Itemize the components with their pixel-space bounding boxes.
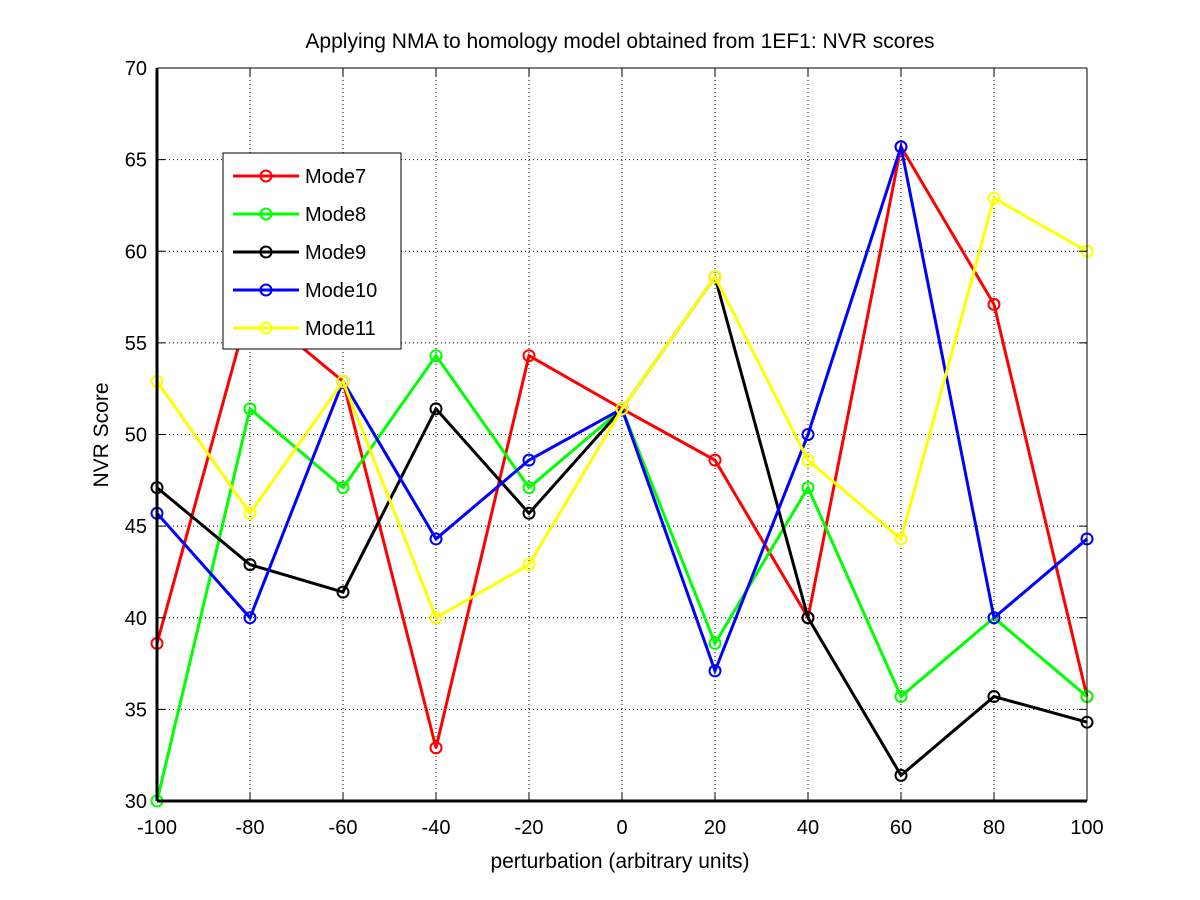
chart-title: Applying NMA to homology model obtained … (305, 30, 934, 53)
x-tick-label: 60 (890, 817, 912, 839)
data-point (429, 349, 443, 363)
y-tick-label: 50 (125, 425, 147, 447)
x-tick-label: -60 (329, 817, 358, 839)
y-tick-label: 35 (125, 699, 147, 721)
legend-label: Mode8 (305, 204, 366, 226)
series-line-mode11 (155, 195, 1088, 620)
y-tick-label: 30 (125, 791, 147, 813)
legend-label: Mode11 (305, 318, 376, 340)
data-point (522, 558, 536, 572)
data-point (708, 453, 722, 467)
data-point (987, 191, 1001, 205)
data-point (522, 453, 536, 467)
data-point (429, 741, 443, 755)
legend-item-mode11: Mode11 (233, 318, 376, 340)
legend: Mode7 Mode8 Mode9 Mode10 Mode11 (222, 152, 402, 350)
data-point (708, 270, 722, 284)
legend-label: Mode10 (305, 280, 377, 302)
data-point (987, 297, 1001, 311)
y-tick-label: 40 (125, 608, 147, 630)
y-axis-label: NVR Score (90, 382, 113, 487)
data-point (336, 481, 350, 495)
y-tick-label: 60 (125, 241, 147, 263)
data-point (429, 402, 443, 416)
x-tick-label: -20 (515, 817, 544, 839)
legend-swatch-marker (259, 245, 273, 259)
tick-labels: -100 -80 -60 -40 -20 0 20 40 60 80 100 30 35 40 45 50 55… (125, 58, 1104, 839)
x-tick-label: 20 (704, 817, 726, 839)
legend-item-mode9: Mode9 (233, 242, 366, 264)
data-point (801, 453, 815, 467)
data-point (801, 481, 815, 495)
data-point (987, 611, 1001, 625)
series-layer (150, 140, 1094, 808)
axes (155, 67, 1088, 803)
data-point (243, 402, 257, 416)
legend-item-mode7: Mode7 (233, 166, 366, 188)
data-point (708, 664, 722, 678)
data-point (429, 611, 443, 625)
legend-item-mode10: Mode10 (233, 280, 377, 302)
legend-label: Mode7 (305, 166, 366, 188)
y-tick-label: 70 (125, 58, 147, 80)
y-tick-label: 45 (125, 516, 147, 538)
data-point (336, 585, 350, 599)
x-tick-label: 40 (797, 817, 819, 839)
x-tick-label: -100 (137, 817, 177, 839)
grid (157, 68, 1087, 801)
legend-swatch-marker (259, 321, 273, 335)
series-mode11 (150, 191, 1094, 625)
data-point (615, 402, 629, 416)
data-point (522, 481, 536, 495)
data-point (987, 690, 1001, 704)
data-point (429, 532, 443, 546)
legend-swatch-marker (259, 283, 273, 297)
data-point (243, 611, 257, 625)
data-point (894, 768, 908, 782)
x-axis-label: perturbation (arbitrary units) (490, 850, 749, 873)
data-point (522, 506, 536, 520)
legend-label: Mode9 (305, 242, 366, 264)
legend-swatch-marker (259, 207, 273, 221)
legend-swatch-marker (259, 169, 273, 183)
data-point (522, 349, 536, 363)
x-tick-label: -80 (236, 817, 265, 839)
y-tick-label: 55 (125, 333, 147, 355)
data-point (801, 428, 815, 441)
y-tick-label: 65 (125, 150, 147, 172)
x-tick-label: -40 (422, 817, 451, 839)
data-point (708, 636, 722, 650)
x-tick-label: 100 (1070, 817, 1103, 839)
data-point (243, 558, 257, 572)
data-point (894, 532, 908, 546)
data-point (894, 140, 908, 154)
data-point (894, 690, 908, 704)
legend-item-mode8: Mode8 (233, 204, 366, 226)
x-tick-label: 0 (616, 817, 627, 839)
x-tick-label: 80 (983, 817, 1005, 839)
data-point (243, 506, 257, 520)
data-point (336, 374, 350, 388)
data-point (801, 611, 815, 625)
